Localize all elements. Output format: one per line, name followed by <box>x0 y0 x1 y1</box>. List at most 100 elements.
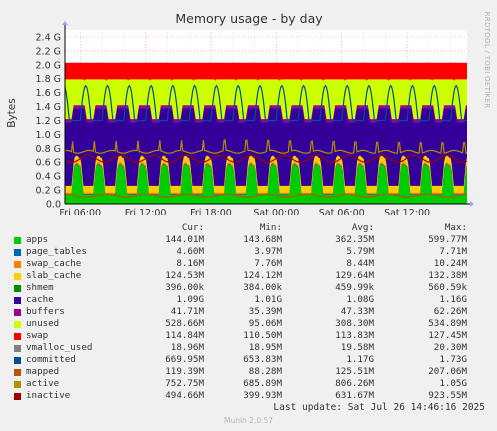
value-min: 35.39M <box>248 306 282 317</box>
value-avg: 47.33M <box>340 306 374 317</box>
value-min: 3.97M <box>254 246 282 257</box>
value-min: 384.00k <box>243 282 282 293</box>
legend-label: unused <box>26 318 60 329</box>
legend-item-page-tables: page_tables 4.60M 3.97M 5.79M 7.71M <box>12 246 487 258</box>
x-tick-label: Sat 00:00 <box>253 208 299 215</box>
y-tick-label: 1.8 G <box>36 74 62 85</box>
legend-item-committed: committed 669.95M 653.83M 1.17G 1.73G <box>12 354 487 366</box>
value-min: 685.89M <box>243 378 282 389</box>
legend-rows: apps 144.01M 143.68M 362.35M 599.77M page_tab… <box>12 234 487 402</box>
last-update: Last update: Sat Jul 26 14:46:16 2025 <box>273 402 485 413</box>
value-min: 95.06M <box>248 318 282 329</box>
x-tick-label: Fri 18:00 <box>190 208 232 215</box>
legend-swatch <box>14 285 21 292</box>
legend-label: vmalloc_used <box>26 342 93 353</box>
value-max: 62.26M <box>433 306 467 317</box>
value-avg: 125.51M <box>335 366 374 377</box>
header-min: Min: <box>259 222 282 233</box>
legend-item-unused: unused 528.66M 95.06M 308.30M 534.89M <box>12 318 487 330</box>
legend-header: Cur: Min: Avg: Max: <box>12 222 487 234</box>
legend-swatch <box>14 333 21 340</box>
legend-swatch <box>14 321 21 328</box>
value-avg: 113.83M <box>335 330 374 341</box>
line-mapped <box>65 193 467 198</box>
value-cur: 124.53M <box>165 270 204 281</box>
line-inactive <box>64 154 468 163</box>
legend-item-active: active 752.75M 685.89M 806.26M 1.05G <box>12 378 487 390</box>
y-tick-label: 0.0 <box>46 200 61 211</box>
value-avg: 19.58M <box>340 342 374 353</box>
value-cur: 8.16M <box>176 258 204 269</box>
value-cur: 752.75M <box>165 378 204 389</box>
legend-item-shmem: shmem 396.00k 384.00k 459.99k 560.59k <box>12 282 487 294</box>
x-axis-arrow <box>470 201 474 207</box>
y-tick-labels: 0.0 0.2 G 0.4 G 0.6 G 0.8 G 1.0 G 1.2 G 1.4 G 1.… <box>36 32 62 210</box>
legend-swatch <box>14 261 21 268</box>
area-apps <box>65 164 467 204</box>
value-cur: 669.95M <box>165 354 204 365</box>
value-max: 132.38M <box>428 270 467 281</box>
value-avg: 631.67M <box>335 390 374 401</box>
value-avg: 362.35M <box>335 234 374 245</box>
value-max: 534.89M <box>428 318 467 329</box>
legend-swatch <box>14 393 21 400</box>
legend-label: buffers <box>26 306 65 317</box>
value-cur: 41.71M <box>170 306 204 317</box>
legend-item-mapped: mapped 119.39M 88.28M 125.51M 207.06M <box>12 366 487 378</box>
value-avg: 1.08G <box>346 294 374 305</box>
value-min: 124.12M <box>243 270 282 281</box>
value-cur: 18.96M <box>170 342 204 353</box>
value-cur: 528.66M <box>165 318 204 329</box>
legend-label: shmem <box>26 282 54 293</box>
y-tick-label: 0.4 G <box>36 172 62 183</box>
value-max: 599.77M <box>428 234 467 245</box>
x-tick-labels: Fri 06:00 Fri 12:00 Fri 18:00 Sat 00:00 Sat … <box>59 208 430 215</box>
legend-item-swap-cache: swap_cache 8.16M 7.76M 8.44M 10.24M <box>12 258 487 270</box>
legend-swatch <box>14 237 21 244</box>
legend-item-inactive: inactive 494.66M 399.93M 631.67M 923.55M <box>12 390 487 402</box>
y-tick-label: 1.2 G <box>36 116 62 127</box>
line-committed <box>64 84 467 122</box>
y-tick-label: 2.0 G <box>36 60 62 71</box>
x-tick-label: Fri 12:00 <box>125 208 167 215</box>
value-max: 1.16G <box>439 294 467 305</box>
stacked-areas <box>65 62 467 205</box>
value-cur: 396.00k <box>165 282 204 293</box>
legend-swatch <box>14 357 21 364</box>
legend-item-vmalloc-used: vmalloc_used 18.96M 18.95M 19.58M 20.30M <box>12 342 487 354</box>
value-max: 10.24M <box>433 258 467 269</box>
legend-label: slab_cache <box>26 270 82 281</box>
value-min: 18.95M <box>248 342 282 353</box>
y-tick-label: 2.2 G <box>36 46 62 57</box>
legend-swatch <box>14 249 21 256</box>
legend-label: cache <box>26 294 54 305</box>
y-tick-label: 1.0 G <box>36 130 62 141</box>
y-tick-label: 0.2 G <box>36 186 62 197</box>
value-avg: 308.30M <box>335 318 374 329</box>
y-tick-label: 0.6 G <box>36 158 62 169</box>
value-min: 653.83M <box>243 354 282 365</box>
value-min: 110.50M <box>243 330 282 341</box>
legend-swatch <box>14 297 21 304</box>
legend-label: swap <box>26 330 49 341</box>
legend-item-cache: cache 1.09G 1.01G 1.08G 1.16G <box>12 294 487 306</box>
value-max: 20.30M <box>433 342 467 353</box>
value-cur: 494.66M <box>165 390 204 401</box>
legend-item-swap: swap 114.84M 110.50M 113.83M 127.45M <box>12 330 487 342</box>
legend-label: page_tables <box>26 246 87 257</box>
value-min: 1.01G <box>254 294 282 305</box>
munin-version: Munin 2.0.57 <box>223 416 274 425</box>
value-max: 1.05G <box>439 378 467 389</box>
value-cur: 4.60M <box>176 246 204 257</box>
y-tick-label: 1.4 G <box>36 102 62 113</box>
legend-item-apps: apps 144.01M 143.68M 362.35M 599.77M <box>12 234 487 246</box>
legend-swatch <box>14 273 21 280</box>
legend-swatch <box>14 369 21 376</box>
y-tick-label: 1.6 G <box>36 88 62 99</box>
legend-label: swap_cache <box>26 258 82 269</box>
value-avg: 459.99k <box>335 282 374 293</box>
header-max: Max: <box>444 222 467 233</box>
value-max: 127.45M <box>428 330 467 341</box>
y-axis-arrow <box>62 21 68 25</box>
legend: Cur: Min: Avg: Max: apps 144.01M 143.68M 36… <box>12 222 487 402</box>
